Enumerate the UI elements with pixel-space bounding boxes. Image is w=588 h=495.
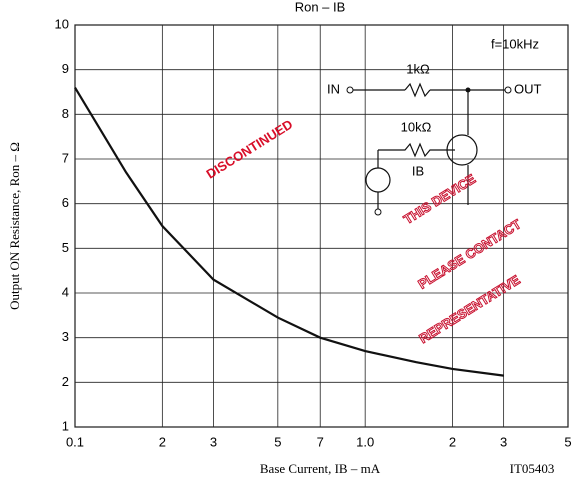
circuit-label: f=10kHz <box>491 36 539 51</box>
y-tick-label: 10 <box>55 16 69 31</box>
y-tick-label: 3 <box>62 329 69 344</box>
terminal <box>504 86 512 94</box>
terminal <box>346 86 354 94</box>
resistor <box>404 82 431 98</box>
x-axis-label: Base Current, IB – mA <box>260 461 381 476</box>
circuit-label: 1kΩ <box>406 61 430 76</box>
circuit-label: IN <box>327 81 340 96</box>
x-tick-label: 2 <box>449 434 456 449</box>
figure-code: IT05403 <box>510 461 555 476</box>
x-tick-label: 3 <box>210 434 217 449</box>
watermark-text: DISCONTINUED <box>204 117 296 182</box>
x-tick-label: 3 <box>500 434 507 449</box>
watermark-text: THIS DEVICE <box>401 171 478 227</box>
x-tick-label: 1.0 <box>356 434 374 449</box>
resistor <box>378 142 455 158</box>
x-tick-label: 5 <box>274 434 281 449</box>
y-tick-label: 4 <box>62 284 69 299</box>
circuit-label: OUT <box>514 81 542 96</box>
terminal <box>374 208 382 216</box>
y-axis-label: Output ON Resistance, Ron – Ω <box>7 142 22 310</box>
x-tick-label: 0.1 <box>66 434 84 449</box>
y-tick-label: 9 <box>62 61 69 76</box>
x-tick-label: 7 <box>317 434 324 449</box>
current-source <box>365 167 391 193</box>
circuit-diagram: f=10kHz IN 1kΩ OUT 10kΩ IB <box>327 36 542 216</box>
data-line <box>74 86 504 377</box>
y-tick-label: 7 <box>62 150 69 165</box>
y-tick-label: 8 <box>62 106 69 121</box>
x-tick-label: 2 <box>159 434 166 449</box>
chart-title: Ron – IB <box>295 0 346 14</box>
y-tick-label: 2 <box>62 374 69 389</box>
plot-frame <box>74 24 569 428</box>
circuit-label: IB <box>412 163 424 178</box>
x-tick-label: 5 <box>564 434 571 449</box>
y-tick-label: 1 <box>62 418 69 433</box>
y-tick-label: 5 <box>62 240 69 255</box>
circuit-label: 10kΩ <box>401 119 432 134</box>
y-tick-label: 6 <box>62 195 69 210</box>
